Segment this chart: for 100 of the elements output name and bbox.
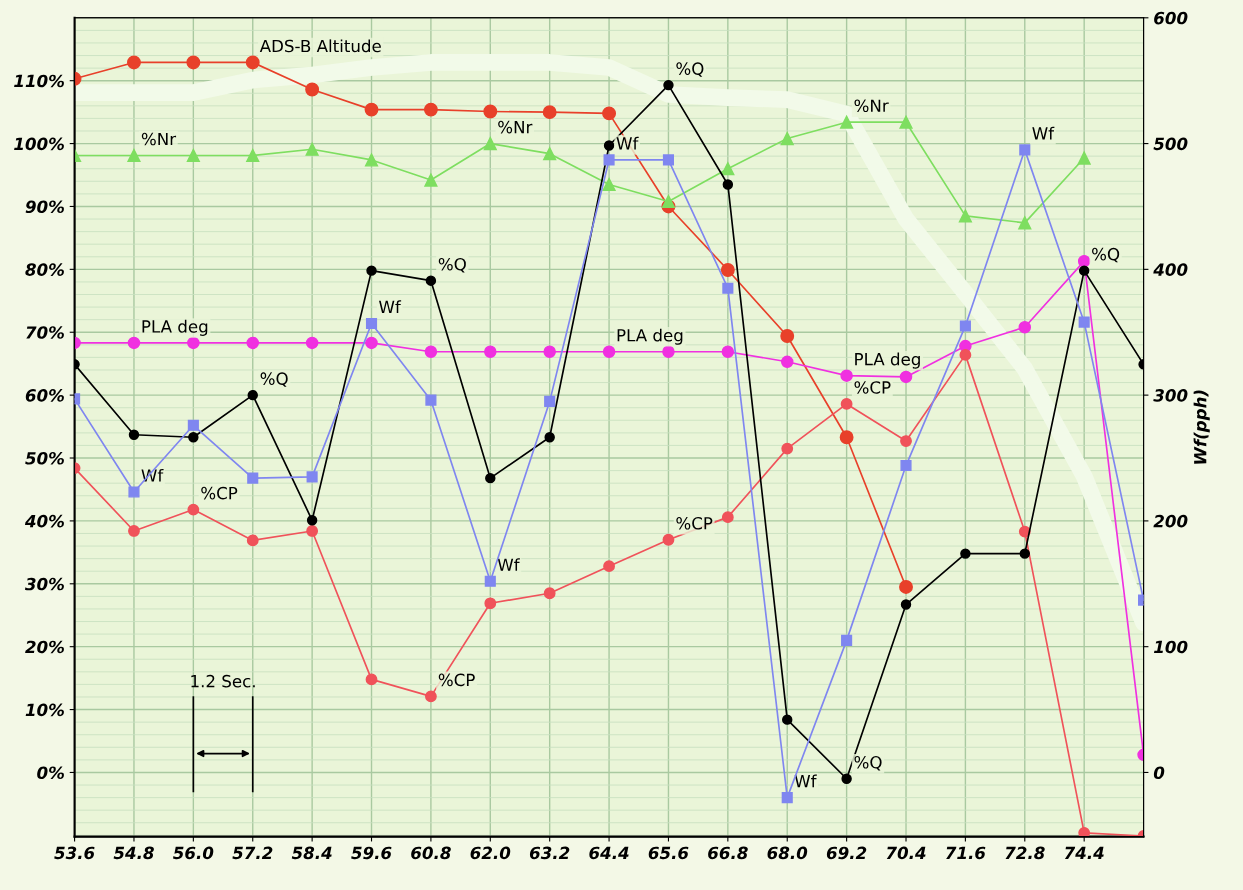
- point: [246, 148, 260, 163]
- point: [424, 173, 438, 187]
- point: [661, 194, 676, 209]
- y-tick-label: 70%: [26, 326, 64, 339]
- y-tick-label: 80%: [25, 263, 64, 276]
- annotation: 1.2 Sec.: [191, 674, 255, 688]
- y2-tick-label: 200: [1153, 514, 1188, 528]
- point: [424, 345, 438, 358]
- point: [662, 154, 675, 166]
- x-tick-label: 65.6: [648, 846, 689, 860]
- x-tick-label: 66.8: [708, 846, 748, 860]
- x-tick-label: 70.4: [886, 846, 926, 860]
- point: [663, 79, 674, 91]
- point: [840, 398, 853, 410]
- point: [959, 320, 971, 332]
- annotation: Wf: [141, 468, 164, 482]
- y2-tick-label: 300: [1153, 389, 1188, 402]
- y2-tick-label: 600: [1154, 11, 1188, 25]
- point: [721, 345, 735, 358]
- y-tick-label: 20%: [25, 640, 64, 654]
- y-tick-label: 10%: [25, 703, 64, 717]
- y-tick-label: 30%: [24, 577, 64, 591]
- annotation: Wf: [794, 774, 817, 788]
- point: [841, 634, 853, 646]
- point: [960, 548, 971, 559]
- annotation: %CP: [676, 516, 713, 530]
- x-tick-label: 58.4: [291, 846, 332, 860]
- annotation: %Q: [1092, 247, 1120, 263]
- point: [1018, 320, 1032, 334]
- x-tick-label: 72.8: [1005, 846, 1045, 860]
- point: [839, 430, 854, 445]
- point: [543, 147, 557, 161]
- point: [603, 140, 615, 151]
- point: [899, 115, 913, 129]
- point: [127, 55, 141, 70]
- point: [365, 673, 378, 686]
- point: [780, 355, 794, 369]
- point: [722, 179, 734, 190]
- point: [1019, 548, 1030, 559]
- point: [187, 503, 200, 516]
- y2-tick-label: 100: [1154, 640, 1188, 654]
- point: [900, 435, 912, 447]
- x-tick-label: 64.4: [589, 846, 629, 860]
- point: [483, 104, 498, 119]
- point: [246, 534, 259, 547]
- point: [722, 282, 734, 294]
- annotation: Wf: [616, 136, 639, 150]
- point: [425, 690, 437, 703]
- point: [306, 471, 318, 483]
- point: [781, 442, 794, 455]
- y2-tick-label: 400: [1153, 263, 1188, 276]
- point: [128, 429, 140, 440]
- point: [544, 395, 556, 407]
- point: [782, 714, 793, 725]
- point: [128, 486, 140, 498]
- point: [245, 55, 260, 70]
- point: [305, 336, 319, 350]
- x-tick-label: 68.0: [767, 846, 808, 860]
- point: [484, 575, 496, 587]
- x-tick-label: 71.6: [946, 846, 986, 860]
- point: [959, 348, 972, 361]
- point: [781, 792, 793, 804]
- x-tick-label: 69.2: [826, 846, 867, 860]
- point: [187, 419, 199, 431]
- point: [186, 148, 200, 163]
- point: [542, 105, 557, 120]
- point: [247, 472, 259, 484]
- annotation: %Nr: [854, 99, 889, 113]
- point: [958, 209, 972, 223]
- point: [306, 515, 318, 526]
- point: [306, 525, 319, 537]
- point: [841, 773, 852, 784]
- x-tick-label: 53.6: [54, 846, 95, 860]
- point: [720, 263, 735, 277]
- annotation: %Q: [438, 257, 466, 273]
- y2-tick-label: 500: [1153, 137, 1188, 151]
- point: [602, 106, 617, 121]
- y-tick-label: 90%: [25, 200, 64, 214]
- annotation: %CP: [854, 381, 891, 394]
- point: [127, 336, 141, 350]
- point: [602, 177, 616, 192]
- annotation: Wf: [379, 300, 402, 314]
- x-tick-label: 62.0: [470, 846, 511, 860]
- point: [1018, 216, 1032, 230]
- point: [128, 525, 140, 537]
- annotation: %Q: [676, 62, 704, 77]
- annotation: %Q: [854, 755, 882, 771]
- point: [485, 472, 496, 484]
- point: [423, 102, 438, 117]
- point: [602, 345, 616, 358]
- point: [780, 131, 794, 146]
- point: [544, 432, 555, 443]
- point: [364, 153, 379, 167]
- y2-tick-label: 0: [1153, 766, 1165, 780]
- x-tick-label: 59.6: [351, 846, 392, 860]
- point: [1019, 144, 1031, 156]
- point: [246, 336, 259, 350]
- annotation: %Q: [260, 372, 288, 387]
- point: [483, 136, 497, 151]
- y-tick-label: 0%: [37, 766, 64, 780]
